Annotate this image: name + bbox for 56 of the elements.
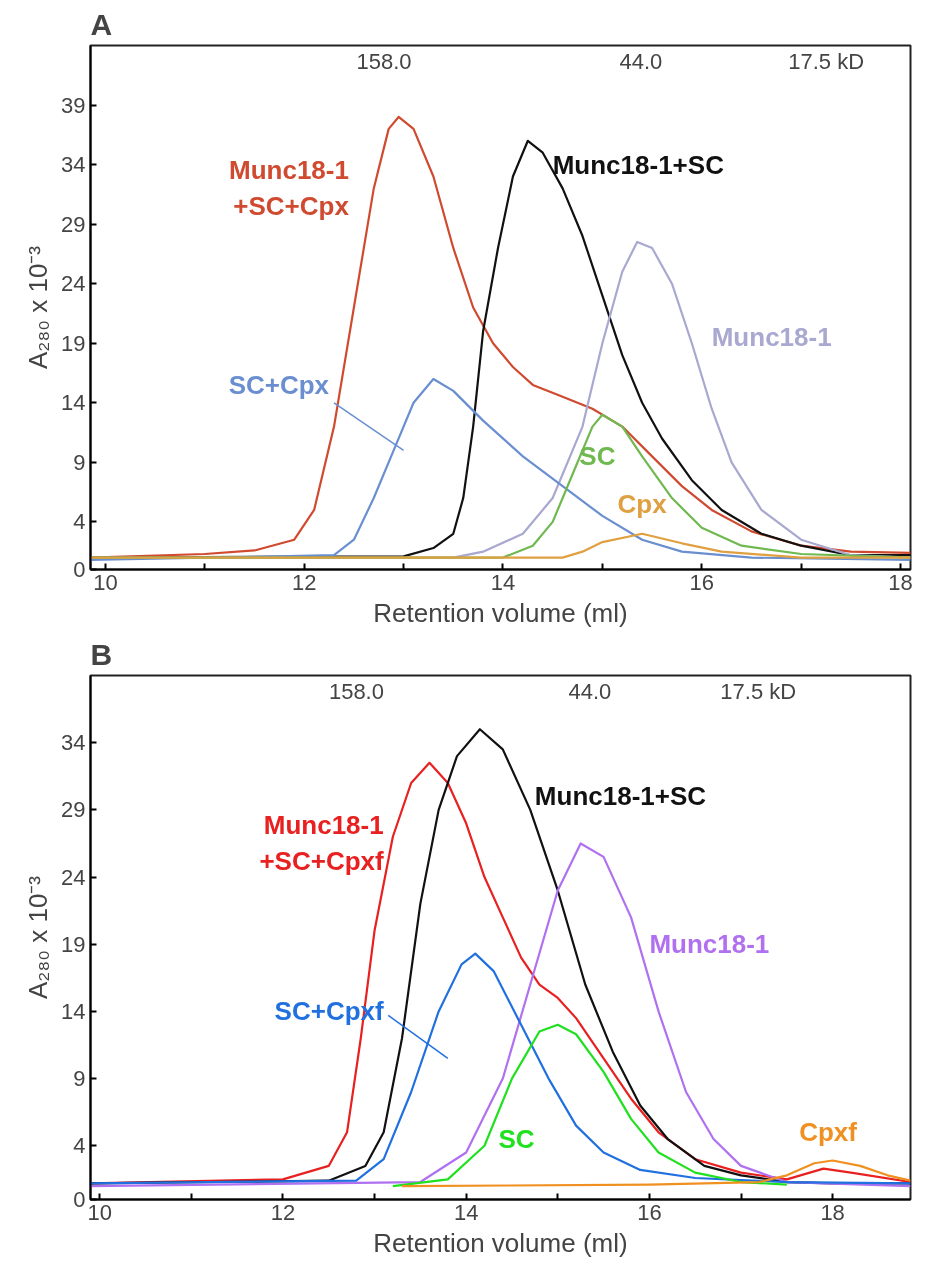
x-tick-label: 18 xyxy=(820,1199,845,1225)
x-tick-label: 16 xyxy=(689,569,715,595)
x2-tick-label: 17.5 kD xyxy=(720,678,797,704)
series-label: SC xyxy=(498,1124,535,1155)
line-series xyxy=(90,842,911,1188)
y-tick-label: 9 xyxy=(73,1066,86,1092)
y-tick-label: 24 xyxy=(61,864,86,890)
x2-tick-label: 158.0 xyxy=(328,678,384,704)
line-series xyxy=(90,952,911,1185)
y-tick-label: 34 xyxy=(61,152,86,178)
y-tick-label: 19 xyxy=(61,931,86,957)
y-axis-title: A₂₈₀ x 10⁻³ xyxy=(23,245,54,370)
x-tick-label: 12 xyxy=(291,569,317,595)
x-axis-title: Retention volume (ml) xyxy=(373,1227,628,1258)
x-tick-label: 14 xyxy=(453,1199,479,1225)
y-tick-label: 14 xyxy=(61,998,86,1024)
x-tick-label: 16 xyxy=(637,1199,662,1225)
x-tick-label: 18 xyxy=(888,569,913,595)
line-series xyxy=(90,377,911,562)
y-tick-label: 24 xyxy=(61,271,86,297)
y-tick-label: 39 xyxy=(61,92,86,118)
series-label: Munc18-1 xyxy=(649,929,770,960)
series-label: Cpx xyxy=(617,489,668,519)
chart-title: A xyxy=(90,7,113,41)
line-series xyxy=(90,532,911,559)
y-tick-label: 4 xyxy=(73,509,86,535)
y-tick-label: 0 xyxy=(73,1187,86,1212)
series-label: Munc18-1+SC xyxy=(552,149,725,180)
y-tick-label: 9 xyxy=(73,449,86,475)
x-tick-label: 10 xyxy=(87,1199,112,1225)
y-tick-label: 4 xyxy=(73,1133,86,1159)
series-label: Munc18-1 xyxy=(711,322,832,353)
series-label: Cpxf xyxy=(799,1117,858,1148)
y-tick-label: 19 xyxy=(61,330,86,356)
x-tick-label: 10 xyxy=(93,569,118,595)
text: SC+Cpx xyxy=(228,369,330,400)
x-axis-title: Retention volume (ml) xyxy=(373,597,628,628)
series-label: Munc18-1+SC xyxy=(534,781,707,812)
y-tick-label: 34 xyxy=(61,730,86,756)
series-label: Munc18-1 +SC+Cpxf xyxy=(259,810,385,877)
series-label: Munc18-1 +SC+Cpx xyxy=(229,155,350,222)
x-tick-label: 14 xyxy=(490,569,516,595)
y-tick-label: 14 xyxy=(61,390,86,416)
chart-title: B xyxy=(90,637,113,671)
x2-tick-label: 44.0 xyxy=(619,48,663,74)
line-series xyxy=(400,1159,911,1188)
x2-tick-label: 158.0 xyxy=(356,48,412,74)
y-tick-label: 29 xyxy=(61,211,86,237)
y-tick-label: 0 xyxy=(73,557,86,582)
x2-tick-label: 17.5 kD xyxy=(788,48,865,74)
x-tick-label: 12 xyxy=(270,1199,296,1225)
line-series xyxy=(391,1023,788,1188)
y-axis-title: A₂₈₀ x 10⁻³ xyxy=(23,875,54,1000)
y-tick-label: 29 xyxy=(61,797,86,823)
x2-tick-label: 44.0 xyxy=(568,678,612,704)
series-label: SC xyxy=(579,441,616,472)
